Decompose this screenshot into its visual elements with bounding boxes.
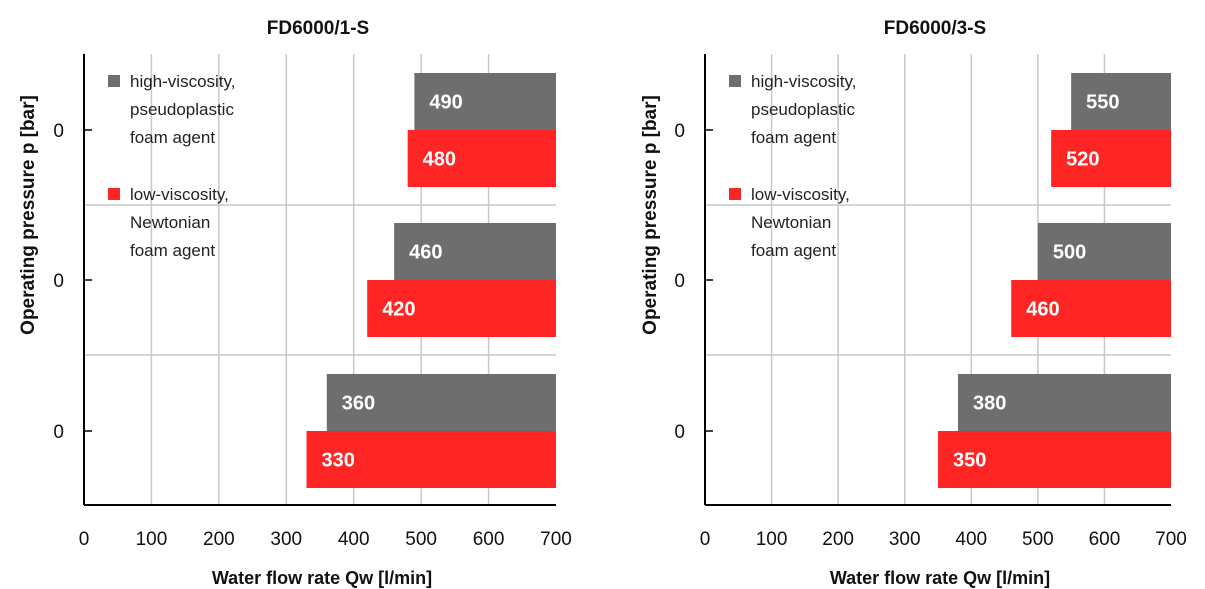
x-tick-label: 100	[136, 529, 168, 550]
legend-swatch	[108, 188, 120, 200]
x-tick-label: 700	[1155, 529, 1187, 550]
bar-value-label: 460	[1026, 299, 1059, 321]
legend: high-viscosity, pseudoplastic foam agent lo…	[729, 72, 857, 260]
legend-label: foam agent	[751, 128, 836, 147]
bar-value-label: 330	[322, 450, 355, 472]
bar-high-viscosity	[957, 374, 1171, 431]
bar-value-label: 380	[973, 393, 1006, 415]
bar-low-viscosity	[367, 280, 556, 337]
y-category-label: 0	[53, 271, 64, 292]
legend-swatch	[729, 75, 741, 87]
legend-swatch	[729, 188, 741, 200]
chart-panel-2: FD6000/3-S 550 500 380 520 460 350 0 100 200 300 40…	[640, 18, 1187, 588]
y-axis-label: Operating pressure p [bar]	[640, 95, 661, 335]
bar-value-label: 490	[429, 92, 462, 114]
x-tick-label: 0	[79, 529, 90, 550]
legend-label: pseudoplastic	[751, 100, 855, 119]
bar-high-viscosity	[1071, 73, 1171, 130]
bar-low-viscosity	[306, 431, 556, 488]
chart-title: FD6000/3-S	[884, 18, 986, 39]
y-category-label: 0	[674, 271, 685, 292]
legend-swatch	[108, 75, 120, 87]
bar-low-viscosity	[1011, 280, 1171, 337]
x-tick-label: 700	[540, 529, 572, 550]
y-category-label: 0	[53, 121, 64, 142]
bar-value-label: 520	[1066, 149, 1099, 171]
y-category-label: 0	[674, 422, 685, 443]
x-axis-label: Water flow rate Qw [l/min]	[212, 568, 432, 588]
y-axis-label: Operating pressure p [bar]	[18, 95, 39, 335]
bar-high-viscosity	[1037, 223, 1171, 280]
x-axis-label: Water flow rate Qw [l/min]	[830, 568, 1050, 588]
legend-label: Newtonian	[130, 213, 210, 232]
legend-label: Newtonian	[751, 213, 831, 232]
x-tick-label: 100	[756, 529, 788, 550]
legend-label: foam agent	[130, 128, 215, 147]
x-tick-label: 200	[203, 529, 235, 550]
bar-value-label: 480	[423, 149, 456, 171]
bar-value-label: 420	[382, 299, 415, 321]
bar-high-viscosity	[326, 374, 556, 431]
x-tick-label: 600	[473, 529, 505, 550]
x-tick-label: 200	[822, 529, 854, 550]
chart-panel-1: FD6000/1-S 490 460 360 480 420 330 0 100 200 300 40…	[18, 18, 572, 588]
bar-value-label: 360	[342, 393, 375, 415]
bar-low-viscosity	[938, 431, 1171, 488]
x-tick-label: 500	[1022, 529, 1054, 550]
bar-value-label: 350	[953, 450, 986, 472]
bar-low-viscosity	[407, 130, 556, 187]
legend: high-viscosity, pseudoplastic foam agent lo…	[108, 72, 236, 260]
y-category-label: 0	[674, 121, 685, 142]
bar-high-viscosity	[414, 73, 556, 130]
bar-high-viscosity	[394, 223, 556, 280]
bar-value-label: 550	[1086, 92, 1119, 114]
legend-label: foam agent	[751, 241, 836, 260]
legend-label: high-viscosity,	[130, 72, 236, 91]
x-tick-label: 0	[700, 529, 711, 550]
x-tick-label: 300	[889, 529, 921, 550]
x-tick-label: 400	[955, 529, 987, 550]
legend-label: pseudoplastic	[130, 100, 234, 119]
legend-label: foam agent	[130, 241, 215, 260]
x-tick-label: 600	[1089, 529, 1121, 550]
legend-label: low-viscosity,	[130, 185, 229, 204]
y-category-label: 0	[53, 422, 64, 443]
legend-label: high-viscosity,	[751, 72, 857, 91]
bar-value-label: 500	[1053, 242, 1086, 264]
bar-low-viscosity	[1051, 130, 1171, 187]
x-tick-label: 500	[405, 529, 437, 550]
bar-value-label: 460	[409, 242, 442, 264]
x-tick-label: 300	[270, 529, 302, 550]
x-tick-label: 400	[338, 529, 370, 550]
legend-label: low-viscosity,	[751, 185, 850, 204]
chart-title: FD6000/1-S	[267, 18, 369, 39]
